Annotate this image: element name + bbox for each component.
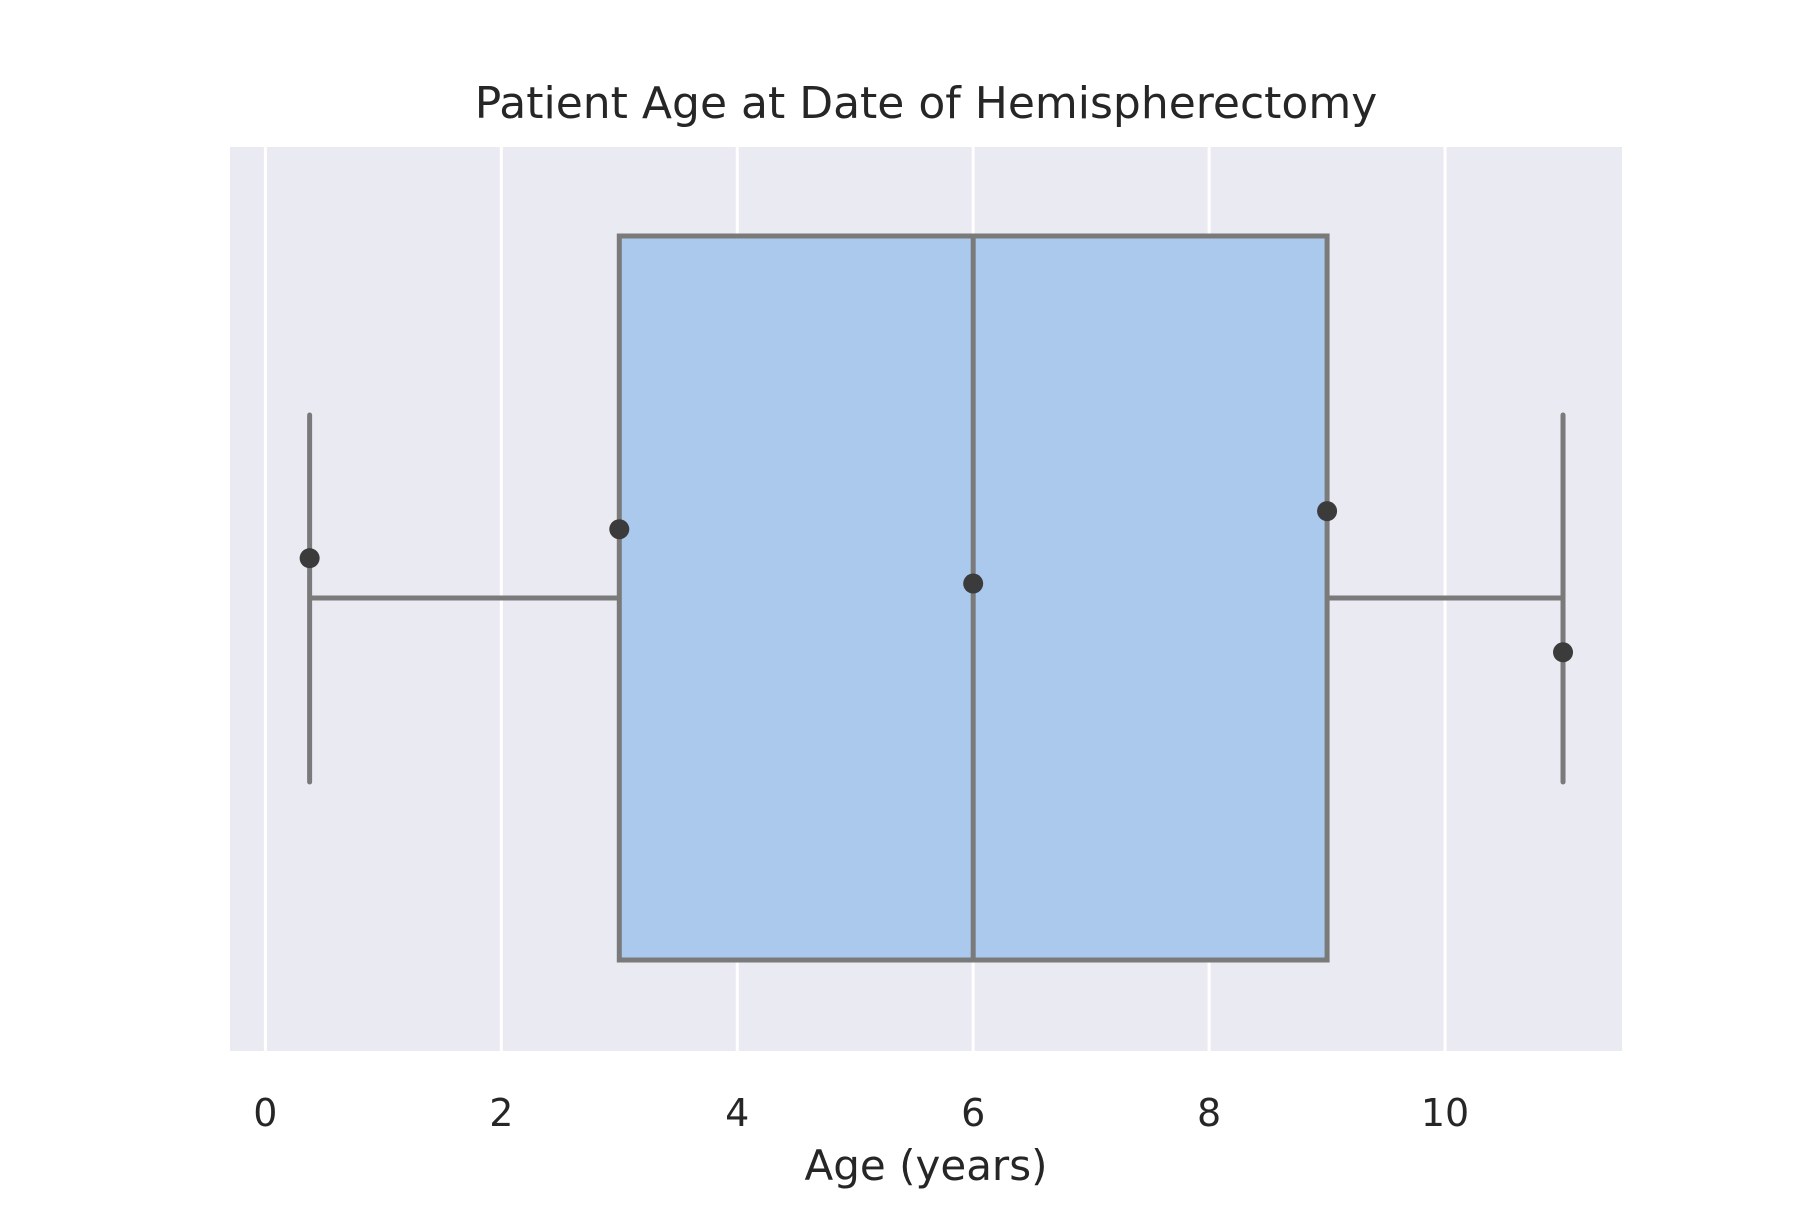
x-tick-label-6: 6 bbox=[961, 1091, 985, 1135]
data-point-3 bbox=[963, 573, 984, 594]
data-point-5 bbox=[1553, 642, 1574, 663]
x-axis-label: Age (years) bbox=[805, 1141, 1048, 1190]
x-tick-label-10: 10 bbox=[1421, 1091, 1469, 1135]
data-point-2 bbox=[609, 519, 630, 540]
x-tick-label-2: 2 bbox=[489, 1091, 513, 1135]
x-tick-label-0: 0 bbox=[253, 1091, 277, 1135]
data-points bbox=[299, 501, 1574, 663]
data-point-1 bbox=[299, 548, 320, 569]
chart-title: Patient Age at Date of Hemispherectomy bbox=[475, 78, 1378, 129]
box-group bbox=[307, 233, 1566, 963]
x-tick-label-8: 8 bbox=[1197, 1091, 1221, 1135]
x-tick-label-4: 4 bbox=[725, 1091, 749, 1135]
x-tick-labels: 0 2 4 6 8 10 bbox=[253, 1091, 1469, 1135]
data-point-4 bbox=[1317, 501, 1338, 522]
